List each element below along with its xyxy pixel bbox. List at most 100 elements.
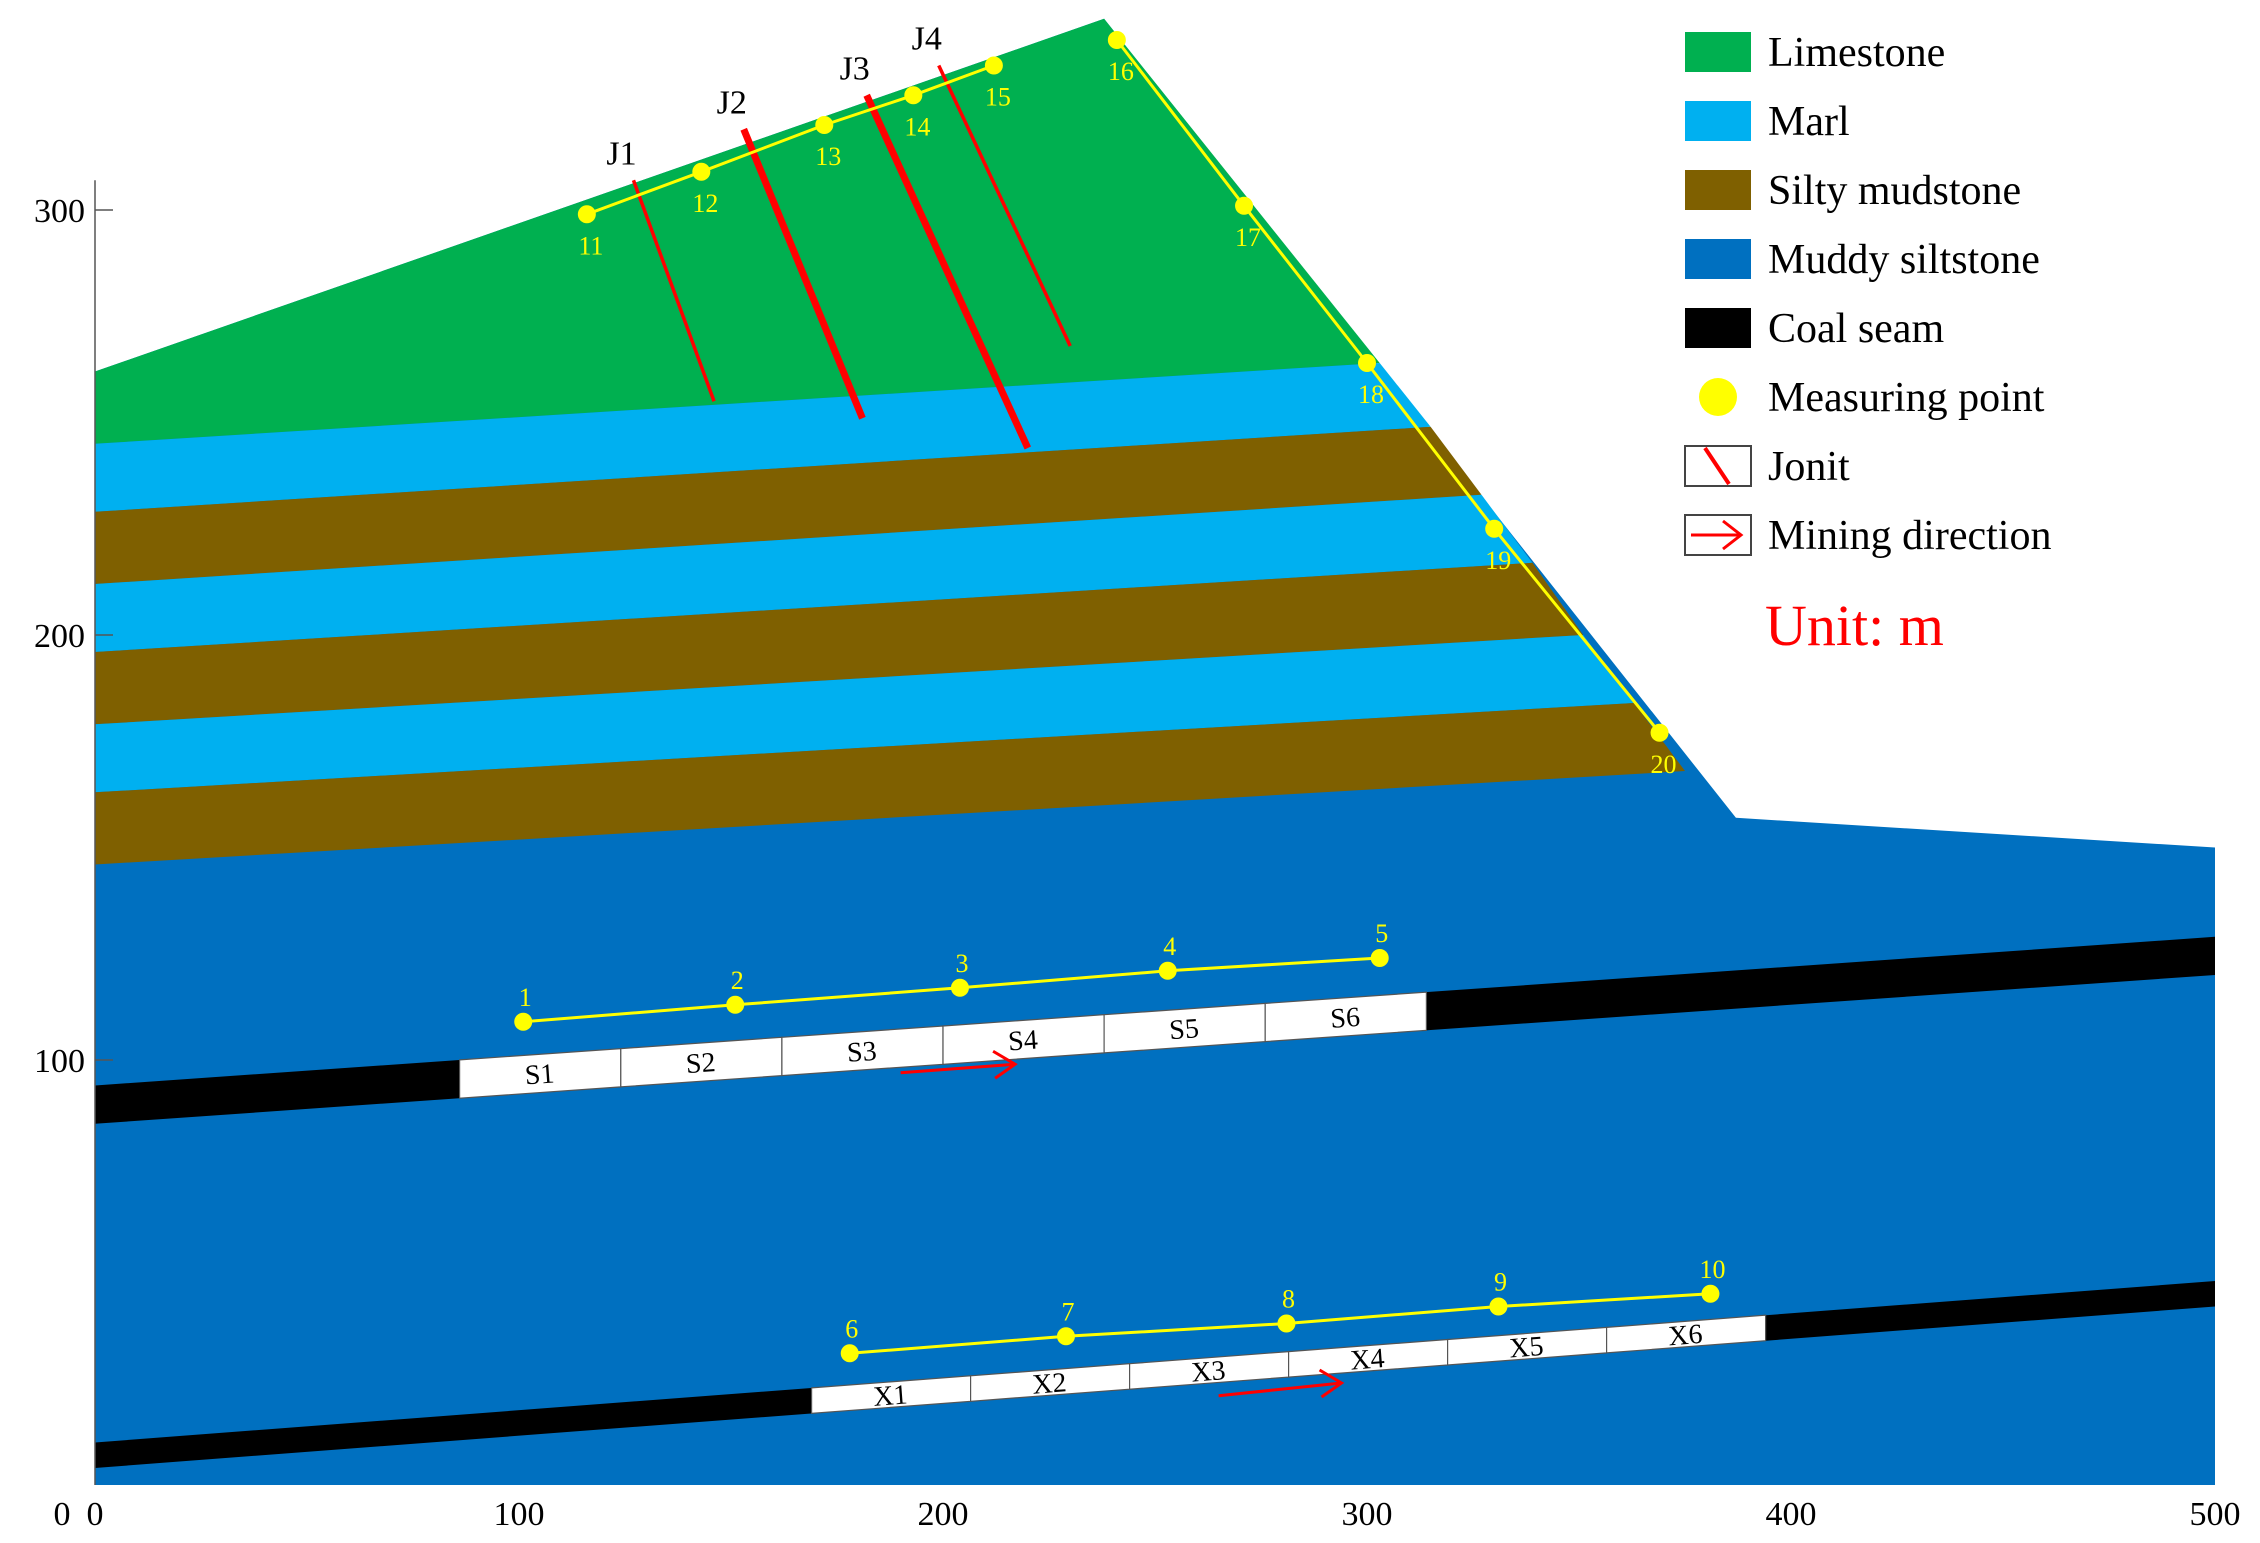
mining-direction-arrowhead bbox=[1318, 1368, 1345, 1399]
upper-panel-label: S4 bbox=[1007, 1024, 1039, 1057]
measuring-point-label: 19 bbox=[1485, 546, 1511, 575]
y-tick-label: 100 bbox=[34, 1043, 85, 1080]
measuring-point-label: 2 bbox=[731, 966, 744, 995]
mining-panels: S1 S2 S3 S4 S5 S6 X1 X2 X3 X4 X5 X6 bbox=[459, 991, 1767, 1415]
lower-panel-label: X3 bbox=[1190, 1355, 1226, 1389]
legend-label: Silty mudstone bbox=[1768, 168, 2021, 214]
measuring-point-dot bbox=[1370, 949, 1389, 967]
measuring-point-label: 9 bbox=[1494, 1268, 1507, 1297]
measuring-point-dot bbox=[840, 1344, 859, 1363]
measuring-point-dot bbox=[1701, 1284, 1720, 1303]
legend-label: Coal seam bbox=[1768, 306, 1944, 352]
joint-line bbox=[740, 127, 866, 420]
joint-line bbox=[863, 93, 1031, 450]
mining-arrows bbox=[900, 1049, 1345, 1399]
legend-label: Muddy siltstone bbox=[1768, 237, 2040, 283]
measuring-point-dot bbox=[1107, 31, 1126, 49]
measuring-point-dot bbox=[1235, 196, 1254, 215]
upper-panel-label: S1 bbox=[524, 1058, 556, 1091]
measuring-point-label: 16 bbox=[1108, 57, 1134, 86]
x-tick-label: 400 bbox=[1766, 1496, 1817, 1533]
measuring-point-label: 4 bbox=[1163, 932, 1176, 961]
lower-panel-label: X2 bbox=[1031, 1367, 1067, 1401]
silty-mudstone-swatch-icon bbox=[1685, 170, 1751, 210]
limestone-swatch-icon bbox=[1685, 32, 1751, 72]
y-tick-label: 300 bbox=[34, 193, 85, 230]
layer-silty-mudstone bbox=[95, 562, 1584, 725]
measuring-point-dot-icon bbox=[1699, 378, 1737, 416]
muddy-siltstone-swatch-icon bbox=[1685, 239, 1751, 279]
lower-panel-label: X4 bbox=[1349, 1343, 1385, 1377]
origin-tick-label: 0 bbox=[54, 1496, 71, 1533]
measuring-point-label: 12 bbox=[692, 189, 718, 218]
layer-marl bbox=[95, 635, 1635, 793]
x-tick-label: 500 bbox=[2190, 1496, 2241, 1533]
measuring-point-dot bbox=[1358, 354, 1376, 372]
measuring-point-label: 3 bbox=[955, 949, 968, 978]
layer-marl bbox=[95, 363, 1431, 512]
joints: J1 J2 J3 J4 bbox=[606, 21, 1072, 450]
units-label: Unit: m bbox=[1765, 593, 1944, 658]
joint-label: J4 bbox=[912, 21, 942, 58]
measuring-point-dot bbox=[1158, 961, 1177, 980]
measuring-point-dot bbox=[726, 995, 745, 1014]
measuring-point-dot bbox=[950, 978, 969, 997]
measuring-point-label: 11 bbox=[578, 231, 603, 260]
lower-panel bbox=[1605, 1314, 1767, 1354]
measuring-point-dot bbox=[514, 1012, 533, 1031]
x-tick-label: 200 bbox=[918, 1496, 969, 1533]
layer-silty-mudstone bbox=[95, 426, 1482, 584]
coal-seam-swatch-icon bbox=[1685, 308, 1751, 348]
upper-panel-label: S3 bbox=[846, 1036, 878, 1069]
x-tick-label: 300 bbox=[1342, 1496, 1393, 1533]
lower-panel-label: X1 bbox=[872, 1379, 908, 1413]
upper-panel-label: S5 bbox=[1168, 1013, 1200, 1046]
measuring-point-label: 7 bbox=[1061, 1297, 1074, 1326]
arrow-icon-head bbox=[1722, 519, 1744, 551]
measuring-point-dot bbox=[1056, 1327, 1075, 1346]
joint-label: J2 bbox=[717, 84, 747, 121]
measuring-point-label: 5 bbox=[1375, 919, 1388, 948]
x-tick-label: 100 bbox=[494, 1496, 545, 1533]
measuring-point-label: 14 bbox=[904, 112, 930, 141]
legend-label: Jonit bbox=[1768, 444, 1850, 490]
measuring-point-label: 13 bbox=[815, 142, 841, 171]
legend-label: Measuring point bbox=[1768, 375, 2045, 421]
upper-panel-label: S2 bbox=[685, 1047, 717, 1080]
joint-line bbox=[631, 179, 716, 402]
measuring-point-label: 17 bbox=[1235, 223, 1261, 252]
mining-direction-arrow bbox=[1218, 1381, 1342, 1398]
y-tick-label: 200 bbox=[34, 618, 85, 655]
joint-label: J3 bbox=[840, 50, 870, 87]
measuring-point-dot bbox=[904, 86, 923, 105]
legend-label: Marl bbox=[1768, 99, 1850, 145]
x-tick-label: 0 bbox=[87, 1496, 104, 1533]
lower-panel-label: X5 bbox=[1508, 1331, 1544, 1365]
layer-marl bbox=[95, 494, 1533, 652]
measuring-point-dot bbox=[692, 162, 711, 181]
measuring-point-dot bbox=[984, 56, 1003, 75]
joint-label: J1 bbox=[606, 135, 636, 172]
measuring-point-label: 10 bbox=[1699, 1255, 1725, 1284]
measuring-point-label: 6 bbox=[845, 1314, 858, 1343]
measuring-point-label: 1 bbox=[519, 983, 532, 1012]
layer-silty-mudstone bbox=[95, 703, 1685, 865]
measuring-point-dot bbox=[1485, 519, 1504, 538]
lower-panel-label: X6 bbox=[1667, 1319, 1703, 1353]
upper-panel bbox=[1264, 991, 1428, 1043]
measuring-point-label: 18 bbox=[1358, 380, 1384, 409]
measuring-point-dot bbox=[815, 116, 834, 134]
legend: Limestone Marl Silty mudstone Muddy siltsto… bbox=[1684, 30, 2051, 658]
measuring-point-label: 8 bbox=[1282, 1285, 1295, 1314]
marl-swatch-icon bbox=[1685, 101, 1751, 141]
strata-layers bbox=[95, 18, 1685, 865]
measuring-point-label: 20 bbox=[1651, 750, 1677, 779]
mining-direction-arrowhead bbox=[992, 1049, 1018, 1080]
joint-line bbox=[937, 64, 1072, 347]
measuring-point-label: 15 bbox=[985, 83, 1011, 112]
measuring-point-dot bbox=[1489, 1297, 1508, 1316]
measuring-point-dot bbox=[577, 205, 596, 224]
